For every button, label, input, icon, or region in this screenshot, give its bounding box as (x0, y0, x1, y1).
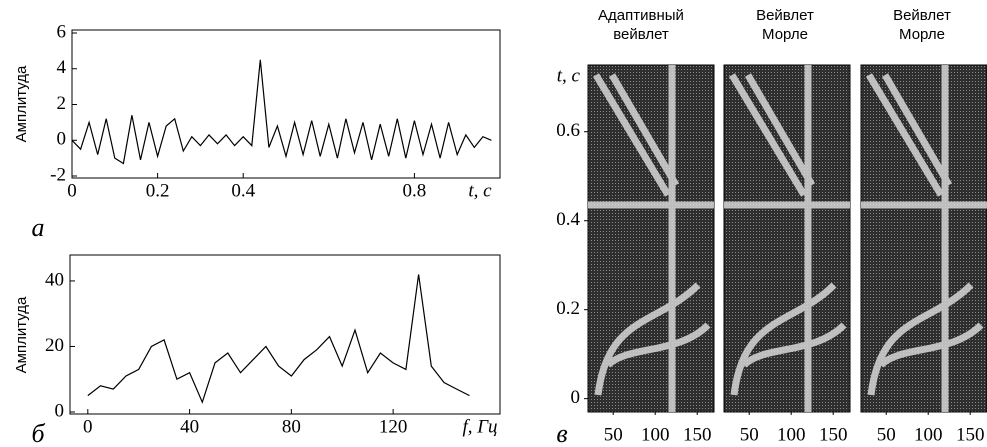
panel-title: Вейвлет (756, 7, 814, 24)
x-tick-label: 0 (83, 416, 93, 437)
ridge (878, 322, 984, 368)
y-tick-label: 2 (57, 93, 67, 114)
x-tick-label: 40 (180, 416, 199, 437)
x-tick-label: 50 (877, 424, 896, 445)
y-tick-label: 20 (45, 335, 64, 356)
ridge (592, 73, 672, 197)
y-tick-label: -2 (50, 164, 66, 185)
ridge (741, 322, 847, 368)
y-tick-label: 6 (57, 21, 67, 42)
panel-letter: б (31, 419, 45, 447)
x-axis-label: t, с (468, 180, 492, 201)
y-axis-label: Амплитуда (13, 65, 30, 142)
ridge (730, 282, 837, 396)
scalogram-ridges (724, 65, 850, 412)
x-tick-label: 0.8 (403, 180, 427, 201)
y-tick-label: 0.6 (556, 120, 580, 141)
panel-title: Вейвлет (893, 7, 951, 24)
ridge (744, 73, 816, 187)
y-tick-label: 0.4 (556, 209, 580, 230)
panel-title: Морле (762, 26, 808, 43)
x-axis-label: f, Гц (462, 416, 497, 437)
x-tick-label: 80 (282, 416, 301, 437)
x-tick-label: 50 (604, 424, 623, 445)
ridge (881, 73, 953, 187)
panel-title: Морле (899, 26, 945, 43)
x-tick-label: 50 (740, 424, 759, 445)
signal-line (87, 274, 470, 404)
ridge (867, 282, 974, 396)
y-axis-label: t, с (557, 65, 581, 86)
ridge (608, 73, 680, 187)
x-tick-label: 150 (683, 424, 712, 445)
x-tick-label: 150 (819, 424, 848, 445)
y-axis-label: Амплитуда (13, 296, 30, 373)
scalogram-ridges (861, 65, 987, 412)
y-tick-label: 0 (57, 129, 67, 150)
ridge (865, 73, 945, 197)
x-tick-label: 150 (956, 424, 985, 445)
x-tick-label: 100 (641, 424, 670, 445)
x-tick-label: 0.4 (231, 180, 255, 201)
y-tick-label: 40 (45, 269, 64, 290)
ridge (728, 73, 808, 197)
panel-title: Адаптивный (598, 7, 684, 24)
x-tick-label: 100 (914, 424, 943, 445)
panel-letter: в (556, 419, 567, 447)
y-tick-label: 0.2 (556, 298, 580, 319)
y-tick-label: 4 (57, 57, 67, 78)
ridge (594, 282, 701, 396)
x-tick-label: 100 (777, 424, 806, 445)
y-tick-label: 0 (55, 400, 65, 421)
y-tick-label: 0 (571, 387, 581, 408)
scalogram-image (587, 64, 715, 413)
panel-letter: а (32, 213, 45, 242)
ridge (605, 322, 711, 368)
panel-title: вейвлет (613, 26, 669, 43)
x-tick-label: 120 (379, 416, 408, 437)
plot-frame (69, 254, 501, 415)
x-tick-label: 0.2 (146, 180, 170, 201)
signal-line (71, 59, 492, 165)
scalogram-ridges (588, 65, 714, 412)
x-tick-label: 0 (67, 180, 77, 201)
